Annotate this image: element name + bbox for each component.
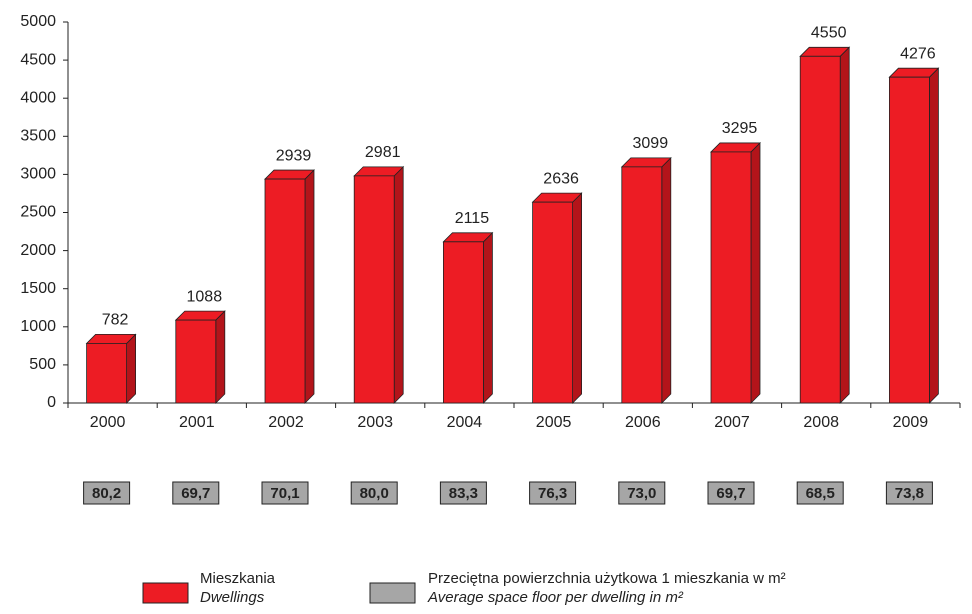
bar-side [126,333,137,404]
bar-side [572,192,582,404]
bar [889,76,930,404]
bar-side [304,169,315,404]
bar [175,319,217,404]
bar [532,201,573,404]
floor-space-box [796,481,844,505]
bar-top [799,46,851,57]
bar-value-label: 782 [102,312,129,329]
floor-space-box [439,481,487,505]
bar [353,175,395,404]
y-tick-label: 1000 [20,318,56,335]
bar [442,241,484,404]
floor-space-label: 83,3 [449,485,478,502]
bar-top [710,142,761,153]
y-tick-label: 0 [47,394,56,411]
legend-swatch [142,582,189,604]
bar-value-label: 3295 [722,120,758,137]
floor-space-label: 70,1 [270,485,299,502]
floor-space-label: 68,5 [806,485,835,502]
x-tick-label: 2005 [536,414,572,431]
floor-space-box [618,481,666,505]
legend-label: Przeciętna powierzchnia użytkowa 1 miesz… [428,570,786,587]
floor-space-box [707,481,755,505]
y-tick-label: 2500 [20,204,56,221]
bar-top [620,157,672,168]
floor-space-box [261,481,309,505]
bar-value-label: 2939 [276,147,312,164]
x-tick-label: 2000 [90,414,126,431]
floor-space-box [83,481,131,505]
bar-top [264,169,315,180]
bar-top [174,310,226,321]
legend-swatch [369,582,416,604]
bar [621,166,663,404]
bar-side [839,46,850,404]
floor-space-box [350,481,398,505]
y-tick-label: 4000 [20,89,56,106]
floor-space-label: 69,7 [181,485,210,502]
bar-value-label: 3099 [633,135,669,152]
bar-value-label: 2636 [543,170,579,187]
bar-side [661,156,672,404]
bar-top [353,166,405,177]
bar-side [482,231,493,404]
legend-label-en: Dwellings [200,589,265,606]
bar-side [393,165,404,404]
floor-space-label: 80,0 [360,485,389,502]
legend-label-en: Average space floor per dwelling in m² [427,589,684,606]
floor-space-label: 69,7 [716,485,745,502]
y-tick-label: 5000 [20,13,56,30]
floor-space-box [529,481,577,505]
floor-space-label: 73,0 [627,485,656,502]
bar-top [85,334,137,344]
y-tick-label: 3500 [20,128,56,145]
bar-value-label: 1088 [187,288,223,305]
floor-space-label: 76,3 [538,485,567,502]
x-tick-label: 2006 [625,414,661,431]
bar [264,178,306,404]
bar [710,151,752,404]
x-tick-label: 2007 [714,414,750,431]
x-tick-label: 2003 [357,414,393,431]
floor-space-label: 73,8 [895,485,924,502]
x-tick-label: 2002 [268,414,304,431]
bar-value-label: 2115 [455,210,490,227]
bar-value-label: 4276 [900,45,936,62]
x-tick-label: 2008 [803,414,839,431]
floor-space-box [172,481,220,505]
y-tick-label: 3000 [20,166,56,183]
y-tick-label: 1500 [20,280,56,297]
bar-top [442,232,494,243]
y-tick-label: 2000 [20,242,56,259]
floor-space-label: 80,2 [92,485,121,502]
bar-side [929,67,939,404]
y-tick-label: 4500 [20,51,56,68]
floor-space-box [885,481,933,505]
bar-value-label: 2981 [365,144,401,161]
bar [86,343,127,404]
x-tick-label: 2001 [179,414,215,431]
bar-side [215,310,226,404]
bar-top [531,192,583,203]
y-tick-label: 500 [29,356,56,373]
x-tick-label: 2004 [447,414,483,431]
bar-top [888,67,940,78]
legend-label: Mieszkania [200,570,276,587]
bar-side [750,141,761,404]
x-tick-label: 2009 [893,414,929,431]
bar-value-label: 4550 [811,25,847,42]
bar [799,55,841,404]
